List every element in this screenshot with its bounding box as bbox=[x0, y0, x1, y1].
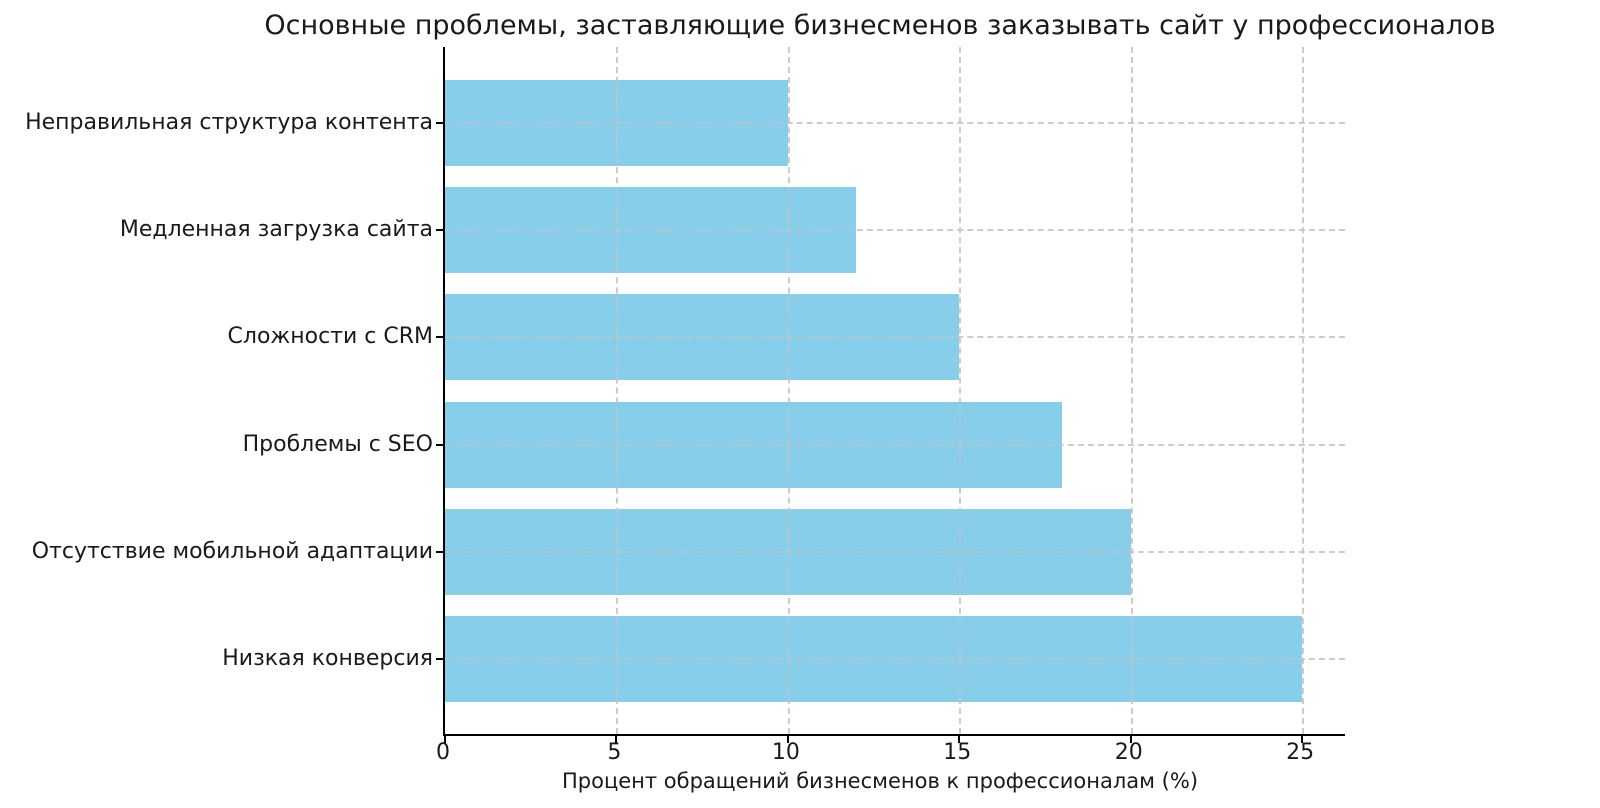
x-tick-label: 0 bbox=[436, 740, 450, 765]
vertical-gridline bbox=[1130, 47, 1133, 734]
x-tick-label: 5 bbox=[607, 740, 622, 765]
y-tick-label: Сложности с CRM bbox=[227, 324, 433, 350]
x-tick-mark bbox=[1301, 734, 1304, 743]
x-axis-label: Процент обращений бизнесменов к професси… bbox=[561, 769, 1199, 793]
x-tick-label: 20 bbox=[1114, 740, 1143, 765]
x-tick-mark bbox=[444, 734, 446, 743]
y-tick-mark bbox=[436, 229, 443, 232]
y-tick-mark bbox=[436, 443, 443, 446]
x-tick-label: 15 bbox=[943, 740, 972, 765]
x-axis-ticks: 0 5 10 15 20 25 bbox=[436, 740, 1343, 770]
x-tick-mark bbox=[958, 734, 961, 743]
y-tick-label: Отсутствие мобильной адаптации bbox=[31, 538, 433, 564]
x-tick-label: 25 bbox=[1286, 740, 1315, 765]
horizontal-gridline bbox=[445, 443, 1345, 446]
vertical-gridline bbox=[787, 47, 790, 734]
y-axis-labels: Неправильная структура контента Медленная… bbox=[0, 47, 433, 734]
vertical-gridline bbox=[1302, 47, 1305, 734]
y-tick-mark bbox=[436, 122, 443, 124]
y-tick-mark bbox=[436, 336, 443, 339]
y-tick-mark bbox=[436, 550, 443, 553]
horizontal-gridline bbox=[445, 658, 1345, 660]
horizontal-gridline bbox=[445, 550, 1345, 553]
x-tick-mark bbox=[615, 734, 618, 743]
x-tick-label: 10 bbox=[771, 740, 800, 765]
chart-title: Основные проблемы, заставляющие бизнесме… bbox=[264, 10, 1496, 41]
plot-area bbox=[436, 47, 1345, 743]
y-tick-mark bbox=[436, 658, 443, 660]
horizontal-gridline bbox=[445, 336, 1345, 339]
y-tick-label: Неправильная структура контента bbox=[25, 109, 433, 135]
x-tick-mark bbox=[1129, 734, 1132, 743]
y-tick-label: Низкая конверсия bbox=[222, 645, 433, 671]
vertical-gridline bbox=[959, 47, 962, 734]
y-tick-label: Проблемы с SEO bbox=[242, 431, 433, 457]
horizontal-gridline bbox=[445, 122, 1345, 124]
y-tick-label: Медленная загрузка сайта bbox=[119, 216, 433, 242]
horizontal-gridline bbox=[445, 229, 1345, 232]
vertical-gridline bbox=[616, 47, 619, 734]
x-tick-mark bbox=[786, 734, 789, 743]
